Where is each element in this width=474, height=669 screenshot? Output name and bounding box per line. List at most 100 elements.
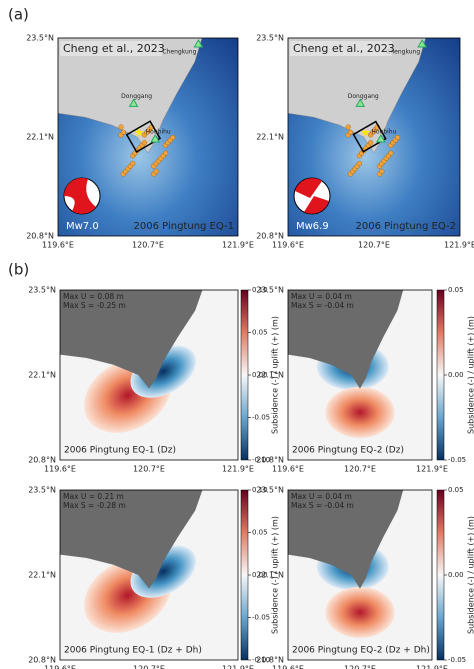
y-axis-label: 23.5°N (256, 286, 284, 295)
colorbar-tick-label: -0.05 (448, 456, 466, 464)
source-box (60, 41, 162, 56)
map-frame (287, 489, 433, 661)
source-box (290, 41, 392, 56)
x-axis-label: 121.9°E (222, 665, 254, 669)
x-axis-label: 120.7°E (344, 465, 376, 474)
event-label: 2006 Pingtung EQ-1 (Dz + Dh) (64, 646, 202, 656)
colorbar-tick-label: 0.00 (252, 571, 268, 579)
x-axis-label: 120.7°E (344, 665, 376, 669)
land (288, 490, 404, 589)
beachball-quad (295, 178, 329, 214)
land (287, 37, 426, 154)
source-label: Cheng et al., 2023 (63, 42, 165, 55)
place-label: Houbihu (146, 128, 171, 135)
colorbar-tick-label: 0.10 (252, 486, 268, 494)
max-subsidence: Max S = -0.04 m (291, 501, 354, 510)
colorbar-tick-label: 0.00 (252, 371, 268, 379)
max-uplift: Max U = 0.04 m (291, 292, 352, 301)
colorbar-tick-label: 0.05 (448, 286, 464, 294)
place-label: Chengkung (386, 48, 420, 55)
y-axis-label: 20.8°N (28, 456, 56, 465)
colorbar-tick-label: -0.05 (252, 614, 270, 622)
event-label: 2006 Pingtung EQ-2 (Dz) (292, 446, 404, 456)
panel-label: (a) (8, 6, 29, 24)
aftershock (163, 150, 169, 156)
place-label: Donggang (121, 93, 152, 100)
y-axis-label: 20.8°N (256, 456, 284, 465)
place-label: Houbihu (371, 128, 396, 135)
y-axis-label: 23.5°N (256, 34, 284, 43)
station (128, 98, 139, 107)
y-axis-label: 20.8°N (256, 656, 284, 665)
x-axis-label: 121.9°E (416, 665, 448, 669)
event-label: 2006 Pingtung EQ-2 (356, 221, 456, 232)
land (288, 290, 404, 389)
aftershock (120, 129, 126, 135)
x-axis-label: 120.7°E (133, 665, 165, 669)
x-axis-label: 119.6°E (272, 465, 304, 474)
x-axis-label: 121.9°E (444, 241, 474, 250)
land (60, 290, 203, 389)
max-subsidence: Max S = -0.04 m (291, 301, 354, 310)
y-axis-label: 22.1°N (256, 571, 284, 580)
colorbar-tick-label: 0.05 (252, 529, 268, 537)
y-axis-label: 22.1°N (256, 371, 284, 380)
fault-box (352, 120, 387, 153)
colorbar-tick-label: 0.05 (252, 329, 268, 337)
beachball-quad (63, 177, 96, 214)
magnitude: Mw7.0 (66, 221, 99, 232)
station (150, 133, 161, 143)
fault-box (125, 120, 162, 153)
aftershock (170, 134, 176, 141)
aftershock (388, 150, 394, 156)
station (193, 38, 204, 48)
aftershock (130, 160, 136, 167)
event-label: 2006 Pingtung EQ-1 (134, 221, 234, 232)
colorbar-tick-label: 0.00 (448, 371, 464, 379)
aftershock (368, 140, 374, 146)
colorbar (436, 489, 445, 661)
aftershock (153, 168, 159, 174)
max-subsidence: Max S = -0.25 m (63, 301, 126, 310)
aftershock (394, 134, 401, 141)
epicenter: ★ (134, 126, 145, 140)
colorbar (240, 489, 249, 661)
colorbar-tick-label: 0.00 (448, 571, 464, 579)
x-axis-label: 119.6°E (44, 665, 76, 669)
aftershock (141, 140, 148, 146)
aftershock (347, 129, 354, 135)
y-axis-label: 23.5°N (26, 34, 54, 43)
colorbar-tick-label: -0.05 (252, 414, 270, 422)
x-axis-label: 121.9°E (222, 465, 254, 474)
y-axis-label: 23.5°N (28, 486, 56, 495)
station (355, 98, 366, 107)
colorbar (436, 289, 445, 461)
colorbar (240, 289, 249, 461)
colorbar-tick-label: 0.10 (252, 286, 268, 294)
aftershock (345, 124, 351, 130)
colorbar-label: Subsidence (-) / uplift (+) (m) (271, 316, 280, 434)
max-uplift: Max U = 0.08 m (63, 292, 124, 301)
station (417, 38, 428, 48)
colorbar-label: Subsidence (-) / uplift (+) (m) (271, 516, 280, 634)
event-label: 2006 Pingtung EQ-2 (Dz + Dh) (292, 646, 430, 656)
map-frame (59, 289, 239, 461)
aftershock (118, 124, 124, 130)
station (376, 133, 386, 143)
land (57, 37, 203, 154)
land (60, 490, 203, 589)
colorbar-tick-label: -0.05 (448, 656, 466, 664)
y-axis-label: 22.1°N (26, 133, 54, 142)
x-axis-label: 120.7°E (358, 241, 390, 250)
x-axis-label: 120.7°E (132, 241, 164, 250)
y-axis-label: 20.8°N (28, 656, 56, 665)
x-axis-label: 119.6°E (42, 241, 74, 250)
aftershock (356, 160, 363, 167)
y-axis-label: 23.5°N (256, 486, 284, 495)
map-frame (287, 37, 461, 237)
source-label: Cheng et al., 2023 (293, 42, 395, 55)
map-frame (287, 289, 433, 461)
max-uplift: Max U = 0.04 m (291, 492, 352, 501)
colorbar-label: Subsidence (-) / uplift (+) (m) (467, 516, 474, 634)
uplift (325, 586, 395, 638)
